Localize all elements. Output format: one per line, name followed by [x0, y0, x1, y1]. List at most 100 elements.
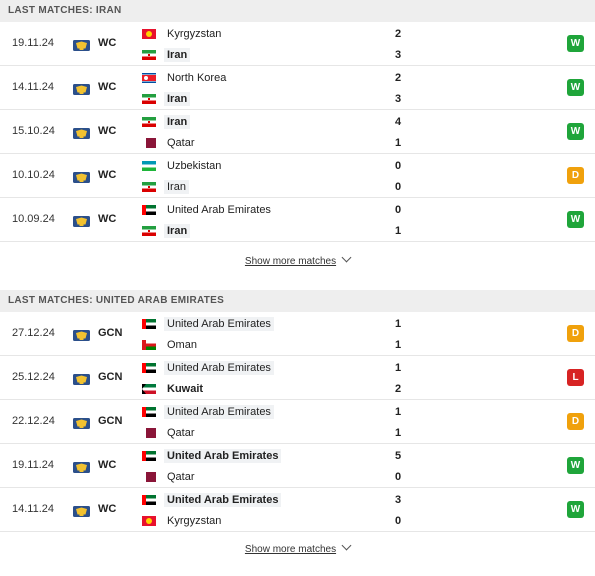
- away-team-name: Iran: [164, 48, 191, 62]
- show-more-button[interactable]: Show more matches: [0, 252, 595, 267]
- match-date: 14.11.24: [12, 81, 55, 93]
- match-row[interactable]: 14.11.24 WC United Arab Emirates 3 Kyrgyzsta…: [0, 488, 595, 532]
- world-trophy-icon: [73, 328, 90, 341]
- flag-qa-icon: [142, 138, 156, 148]
- home-team: North Korea: [142, 68, 229, 88]
- competition-code: WC: [98, 37, 117, 49]
- match-row[interactable]: 10.10.24 WC Uzbekistan 0 Iran 0 D: [0, 154, 595, 198]
- away-team-name: Kuwait: [167, 383, 204, 395]
- match-row[interactable]: 22.12.24 GCN United Arab Emirates 1 Qatar 1 D: [0, 400, 595, 444]
- home-team: United Arab Emirates: [142, 200, 274, 220]
- flag-kw-icon: [142, 384, 156, 394]
- home-score: 2: [394, 28, 402, 40]
- home-score: 3: [394, 494, 402, 506]
- away-score: 1: [394, 137, 402, 149]
- flag-ae-icon: [142, 319, 156, 329]
- away-team-name: Kyrgyzstan: [167, 515, 222, 527]
- section-header: LAST MATCHES: UNITED ARAB EMIRATES: [0, 290, 595, 312]
- match-date: 25.12.24: [12, 371, 55, 383]
- home-score: 0: [394, 160, 402, 172]
- home-team: Iran: [142, 112, 191, 132]
- away-score: 0: [394, 471, 402, 483]
- matches-section-2: LAST MATCHES: UNITED ARAB EMIRATES 27.12.…: [0, 290, 595, 555]
- result-badge: W: [567, 35, 584, 52]
- away-score: 1: [394, 225, 402, 237]
- world-trophy-icon: [73, 82, 90, 95]
- flag-qa-icon: [142, 428, 156, 438]
- home-team-name: Iran: [164, 115, 191, 129]
- flag-ae-icon: [142, 205, 156, 215]
- match-row[interactable]: 19.11.24 WC United Arab Emirates 5 Qatar 0 W: [0, 444, 595, 488]
- competition-code: WC: [98, 81, 117, 93]
- away-team-name: Oman: [167, 339, 197, 351]
- home-team-name: United Arab Emirates: [164, 493, 282, 507]
- away-score: 0: [394, 515, 402, 527]
- match-row[interactable]: 27.12.24 GCN United Arab Emirates 1 Oman 1 D: [0, 312, 595, 356]
- world-trophy-icon: [73, 126, 90, 139]
- home-team-name: Uzbekistan: [167, 160, 222, 172]
- home-team-name: United Arab Emirates: [164, 405, 274, 419]
- home-team: United Arab Emirates: [142, 314, 274, 334]
- home-team-name: Kyrgyzstan: [167, 28, 222, 40]
- home-team-name: United Arab Emirates: [164, 317, 274, 331]
- result-badge: D: [567, 167, 584, 184]
- section-header: LAST MATCHES: IRAN: [0, 0, 595, 22]
- away-team: Qatar: [142, 423, 198, 443]
- away-score: 1: [394, 427, 402, 439]
- away-team-name: Iran: [164, 180, 189, 194]
- world-trophy-icon: [73, 214, 90, 227]
- home-team-name: United Arab Emirates: [167, 204, 271, 216]
- match-date: 10.10.24: [12, 169, 55, 181]
- flag-ir-icon: [142, 94, 156, 104]
- world-trophy-icon: [73, 372, 90, 385]
- competition-code: GCN: [98, 415, 123, 427]
- home-team-name: United Arab Emirates: [164, 449, 282, 463]
- result-badge: W: [567, 211, 584, 228]
- flag-ir-icon: [142, 226, 156, 236]
- chevron-down-icon: [341, 252, 352, 263]
- home-score: 1: [394, 406, 402, 418]
- home-score: 2: [394, 72, 402, 84]
- competition-code: WC: [98, 125, 117, 137]
- match-row[interactable]: 19.11.24 WC Kyrgyzstan 2 Iran 3 W: [0, 22, 595, 66]
- flag-ae-icon: [142, 495, 156, 505]
- away-team: Kyrgyzstan: [142, 511, 224, 531]
- world-trophy-icon: [73, 416, 90, 429]
- flag-kg-icon: [142, 516, 156, 526]
- chevron-down-icon: [341, 540, 352, 551]
- result-badge: W: [567, 457, 584, 474]
- home-team: Kyrgyzstan: [142, 24, 224, 44]
- matches-section-1: LAST MATCHES: IRAN 19.11.24 WC Kyrgyzstan 2 I…: [0, 0, 595, 267]
- home-team: Uzbekistan: [142, 156, 224, 176]
- home-team-name: United Arab Emirates: [164, 361, 274, 375]
- home-team-name: North Korea: [167, 72, 227, 84]
- flag-ae-icon: [142, 407, 156, 417]
- home-score: 0: [394, 204, 402, 216]
- flag-kg-icon: [142, 29, 156, 39]
- away-team: Qatar: [142, 467, 198, 487]
- match-row[interactable]: 14.11.24 WC North Korea 2 Iran 3 W: [0, 66, 595, 110]
- competition-code: WC: [98, 459, 117, 471]
- away-team: Kuwait: [142, 379, 206, 399]
- match-date: 22.12.24: [12, 415, 55, 427]
- flag-ae-icon: [142, 363, 156, 373]
- match-row[interactable]: 10.09.24 WC United Arab Emirates 0 Iran 1 W: [0, 198, 595, 242]
- away-score: 0: [394, 181, 402, 193]
- away-score: 3: [394, 49, 402, 61]
- match-row[interactable]: 25.12.24 GCN United Arab Emirates 1 Kuwait 2 L: [0, 356, 595, 400]
- flag-uz-icon: [142, 161, 156, 171]
- result-badge: L: [567, 369, 584, 386]
- match-row[interactable]: 15.10.24 WC Iran 4 Qatar 1 W: [0, 110, 595, 154]
- away-team-name: Qatar: [167, 137, 195, 149]
- away-team: Iran: [142, 89, 191, 109]
- flag-ir-icon: [142, 117, 156, 127]
- home-team: United Arab Emirates: [142, 358, 274, 378]
- show-more-button[interactable]: Show more matches: [0, 540, 595, 555]
- home-score: 5: [394, 450, 402, 462]
- result-badge: W: [567, 79, 584, 96]
- away-team: Iran: [142, 221, 191, 241]
- show-more-label: Show more matches: [244, 544, 337, 555]
- home-team: United Arab Emirates: [142, 446, 282, 466]
- away-team-name: Qatar: [167, 471, 195, 483]
- away-team-name: Iran: [164, 92, 191, 106]
